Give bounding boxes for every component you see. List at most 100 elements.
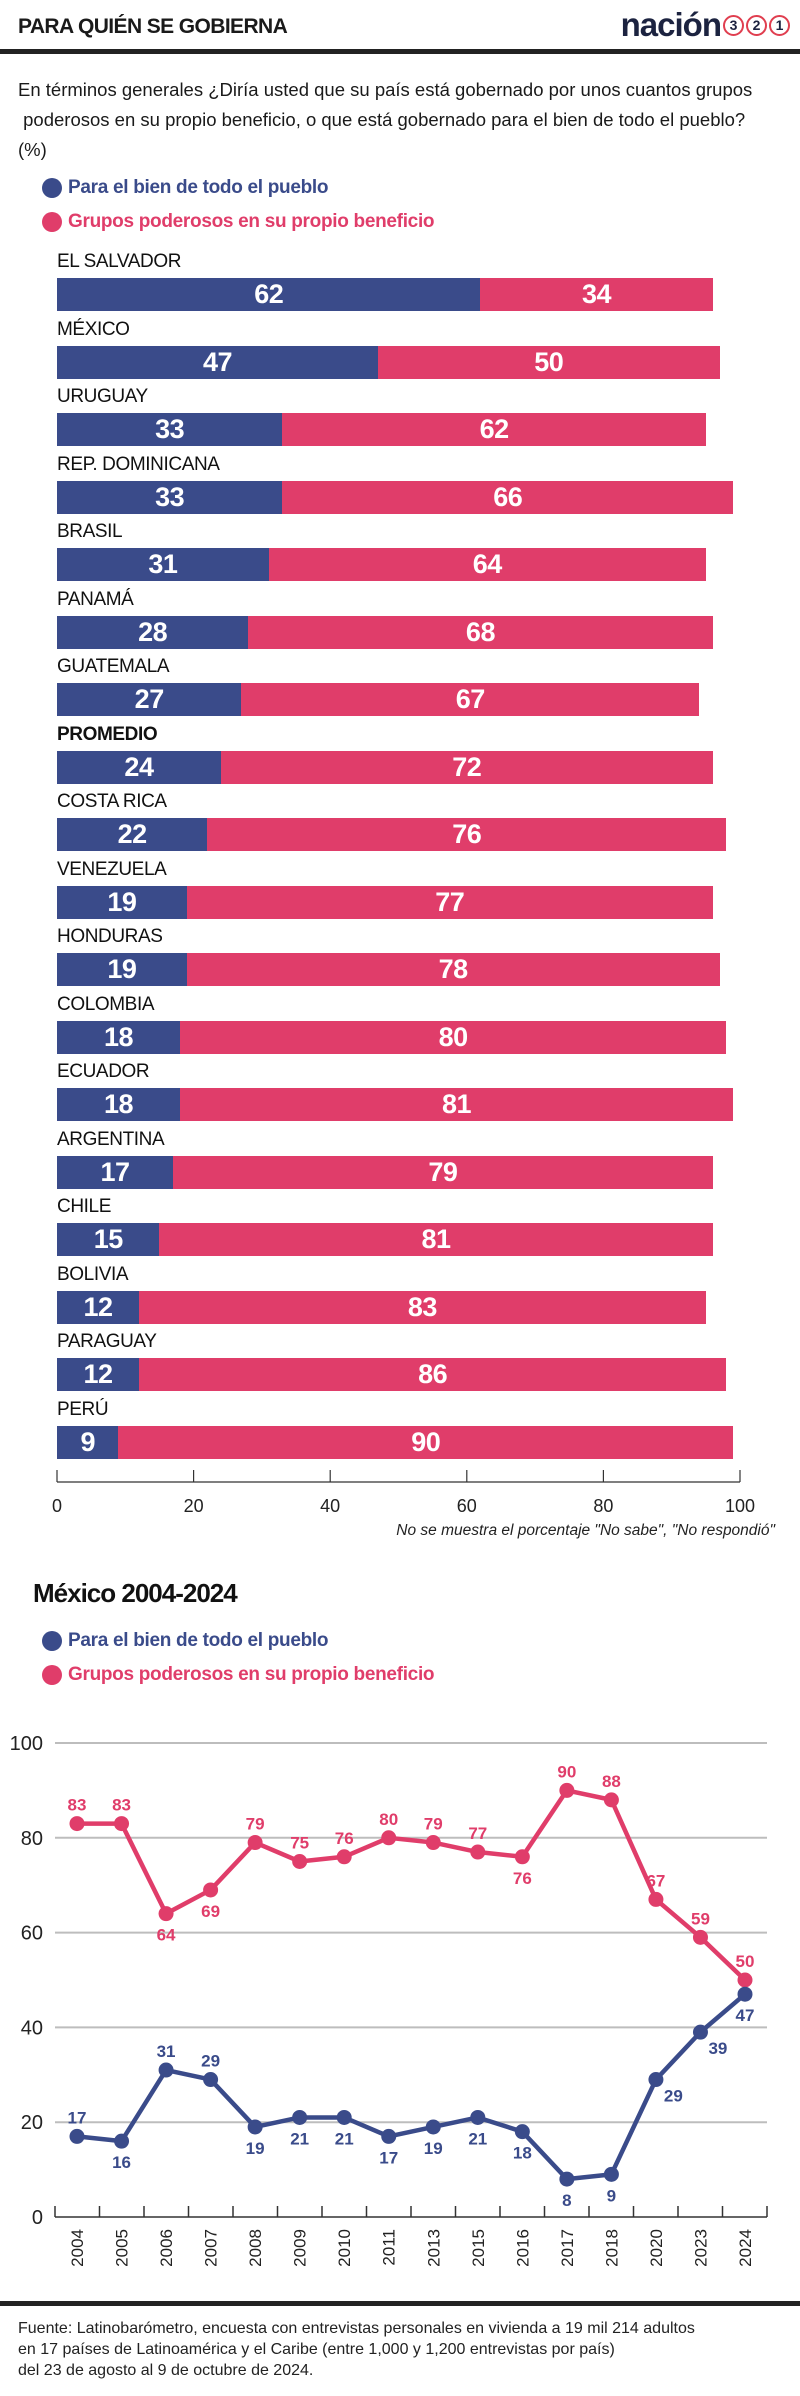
x-axis-year-label: 2008 [246,2229,265,2267]
data-label-pueblo: 17 [379,2148,398,2167]
data-point-grupos [425,1835,441,1851]
y-axis-tick-label: 60 [21,1923,43,1945]
x-axis-year-label: 2020 [647,2229,666,2267]
x-axis-tick-label: 20 [184,1496,204,1516]
y-axis-tick-label: 100 [10,1733,43,1755]
bar-segment-grupos: 80 [179,1020,727,1054]
data-label-grupos: 90 [557,1762,576,1781]
bar-segment-grupos: 64 [268,548,706,581]
data-label-grupos: 80 [379,1810,398,1829]
data-label-pueblo: 18 [513,2144,532,2163]
legend-label-grupos: Grupos poderosos en su propio beneficio [68,211,435,232]
logo-number-3: 3 [723,14,744,36]
data-label-grupos: 50 [736,1952,755,1971]
nacion321-logo: nación 3 2 1 [621,6,790,44]
country-label: BRASIL [57,521,123,542]
bar-segment-grupos: 81 [159,1223,713,1256]
y-axis-tick-label: 80 [21,1828,43,1850]
data-point-pueblo [648,2072,664,2088]
data-label-pueblo: 39 [708,2039,727,2058]
data-point-grupos [247,1835,263,1851]
x-axis-tick-label: 80 [593,1496,613,1516]
country-label: MÉXICO [57,318,130,340]
bar-segment-grupos: 50 [378,345,720,379]
x-axis-tick-label: 0 [52,1496,62,1516]
country-label: PERÚ [57,1398,109,1420]
line-chart-title: México 2004-2024 [33,1578,238,1608]
data-label-grupos: 79 [246,1815,265,1834]
country-label: PARAGUAY [57,1331,157,1352]
line-legend-item-grupos: Grupos poderosos en su propio beneficio [42,1664,435,1686]
bar-segment-pueblo: 12 [57,1358,139,1391]
bar-segment-grupos: 90 [118,1425,734,1459]
country-label: URUGUAY [57,386,148,407]
y-axis-tick-label: 0 [32,2207,43,2229]
country-label: COSTA RICA [57,791,167,812]
data-label-grupos: 75 [290,1834,309,1853]
data-label-grupos: 64 [157,1926,176,1945]
data-label-grupos: 67 [646,1871,665,1890]
bar-segment-pueblo: 33 [57,413,283,446]
country-label: BOLIVIA [57,1263,129,1285]
data-point-grupos [69,1816,85,1832]
x-axis-year-label: 2023 [691,2229,710,2267]
country-label: COLOMBIA [57,993,155,1015]
bar-chart-x-axis: 0 20 40 60 80 100 [52,1470,755,1516]
data-label-grupos: 79 [424,1815,443,1834]
x-axis-year-label: 2005 [113,2229,132,2267]
bar-segment-grupos: 66 [282,480,734,514]
bar-segment-pueblo: 31 [57,548,269,581]
legend-item-grupos: Grupos poderosos en su propio beneficio [42,211,435,233]
x-axis-year-label: 2018 [602,2229,621,2267]
line-chart-mexico: 0 20 40 60 80 100 2004 2005 2006 2007 2008 2009 2010… [10,1733,768,2267]
country-label: PANAMÁ [57,588,134,610]
data-label-pueblo: 21 [335,2129,354,2148]
question-line-2: poderosos en su propio beneficio, o que … [18,109,746,130]
question-line-1: En términos generales ¿Diría usted que s… [18,79,753,100]
data-point-grupos [603,1792,619,1808]
data-label-pueblo: 47 [736,2006,755,2025]
x-axis-year-label: 2013 [424,2229,443,2267]
bar-segment-grupos: 34 [480,278,713,311]
data-label-pueblo: 29 [201,2052,220,2071]
data-point-pueblo [247,2119,263,2135]
data-label-grupos: 77 [468,1824,487,1843]
bar-segment-grupos: 77 [186,885,713,919]
line-legend-item-pueblo: Para el bien de todo el pueblo [42,1630,329,1652]
country-label: PROMEDIO [57,723,158,745]
data-label-grupos: 76 [335,1829,354,1848]
data-point-pueblo [425,2119,441,2135]
bar-chart-note: No se muestra el porcentaje "No sabe", "… [396,1522,775,1539]
data-label-pueblo: 8 [562,2191,571,2210]
data-point-grupos [158,1906,174,1922]
bar-segment-pueblo: 24 [57,750,221,784]
data-label-grupos: 88 [602,1772,621,1791]
data-point-grupos [648,1891,664,1907]
data-label-pueblo: 21 [468,2129,487,2148]
data-label-pueblo: 19 [246,2139,265,2158]
bar-segment-grupos: 67 [241,683,700,716]
bar-segment-pueblo: 18 [57,1088,180,1121]
x-axis-year-label: 2015 [469,2229,488,2267]
x-axis-year-label: 2006 [157,2229,176,2267]
legend-dot-pueblo-icon [42,178,62,198]
bar-segment-pueblo: 12 [57,1290,139,1324]
data-point-grupos [292,1854,308,1869]
data-point-grupos [203,1882,219,1898]
country-label: REP. DOMINICANA [57,453,220,475]
bar-segment-grupos: 76 [207,818,727,851]
data-label-grupos: 83 [112,1796,131,1815]
legend-dot-grupos-icon [42,212,62,232]
page-title: PARA QUIÉN SE GOBIERNA [18,15,288,38]
x-axis-year-label: 2016 [513,2229,532,2267]
country-label: VENEZUELA [57,858,167,880]
header-divider [0,49,800,54]
country-label: ARGENTINA [57,1128,165,1150]
footer-divider [0,2301,800,2306]
logo-number-1: 1 [769,14,790,36]
data-point-pueblo [470,2109,486,2125]
series-line-pueblo [76,1992,747,2182]
bar-segment-pueblo: 9 [57,1425,119,1459]
bar-segment-grupos: 68 [248,615,713,649]
data-point-pueblo [603,2166,619,2182]
